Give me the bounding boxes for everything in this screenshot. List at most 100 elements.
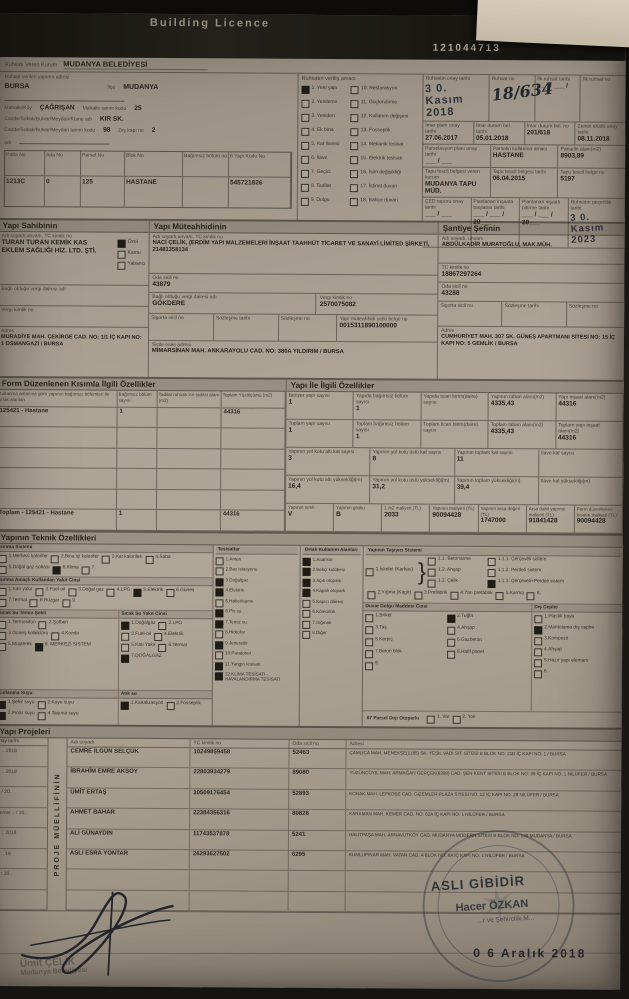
checkbox (0, 599, 7, 608)
author-chamber-no: 5241 (288, 830, 347, 851)
author-tc: 30509176454 (190, 788, 290, 809)
checkbox (350, 156, 359, 165)
checkbox-label: 9. Dolgu (310, 196, 330, 204)
parcelation-date-cell: Parselasyon planı onay tarihi ___ / ___ (423, 144, 491, 168)
hot-water-item: 3.Güneş kollektörü (0, 631, 48, 641)
door-no-label: Dış kapı no (118, 127, 144, 134)
building-field: Yapının toplam yüksekliği(m) 39,4 (454, 476, 539, 506)
checkbox (302, 609, 311, 618)
checkbox (214, 672, 223, 681)
checkbox (133, 588, 142, 597)
author-name: ÜMİT ERTAŞ (67, 788, 191, 809)
building-field: İlave kat yüksekliği(m) (538, 477, 624, 506)
author-tc: 10249859458 (190, 748, 290, 769)
wall-material-item: 1.Briket (365, 613, 444, 623)
checkbox-label: 4. Ek bina (311, 126, 334, 134)
purpose-item: 16. İsim değişikliği (350, 169, 416, 181)
checkbox (37, 712, 46, 721)
first-licence-no-cell: İlk ruhsat no (580, 75, 626, 123)
parcel-value: 0 (44, 176, 82, 207)
checkbox (487, 579, 496, 589)
hot-water-fuel-item: 3.Fuel-oil (121, 632, 151, 641)
checkbox (350, 114, 359, 123)
chief-address-cell: Adres CUMHURİYET MAH. 307 SK. GÜNEŞ APAR… (441, 327, 616, 347)
checkbox (52, 566, 61, 575)
building-cost-field: 1 m2 maliyeti (TL) 2033 (382, 504, 431, 533)
author-tc: 11743537878 (189, 829, 290, 850)
hot-water-item: 5.Müşterek (0, 642, 32, 652)
plan-approval-cell: İmar planı onay tarihi 27.06.2017 (423, 121, 475, 145)
handwritten-signature (21, 891, 174, 976)
deed-date-cell: Tapu tescil belgesi tarihi 06.04.2015 (490, 167, 559, 199)
checkbox (364, 662, 374, 671)
water-item: 1.Şehir suyu (0, 700, 34, 710)
district-label: İlçe (107, 84, 116, 91)
purpose-item: 10. Restorasyon (350, 85, 417, 97)
author-name: ASLI ESRA YONTAR (66, 849, 190, 870)
installation-item: 1.Anten (215, 556, 298, 566)
zoning-status-no-cell: İmar durum bel. no 201/618 (524, 122, 576, 146)
purpose-item: 14. Mekanik tesisat (350, 141, 417, 153)
hot-water-fuel-item: 6.Termal (158, 643, 187, 653)
chief-name: ABDÜLKADİR MURATOĞLU, MAK.MÜH. (441, 241, 552, 249)
checkbox (215, 640, 224, 649)
wall-material-item: 9. (364, 661, 444, 671)
owner-title: Yapı Sahibinin (0, 219, 149, 233)
form-part-block: Form Düzenlenen Kısımla İlgili Özellikle… (0, 377, 287, 532)
checkbox (0, 555, 7, 564)
parcel-value: HASTANE (124, 176, 184, 207)
checkbox (0, 643, 7, 652)
author-address-header: Adresi (349, 741, 364, 748)
checkbox (365, 638, 374, 647)
heating-column: Isınma Sistemi 1.Merkezi kalorifer 2.Bina… (0, 543, 214, 726)
checkbox (215, 556, 224, 565)
building-cost-field: Yapının grubu B (333, 504, 383, 533)
chief-chamber-cell: Oda sicil no 43288 (438, 282, 625, 303)
city: BURSA (4, 83, 30, 91)
hot-water-item: 2.Şofben (38, 620, 68, 630)
door-no: 2 (151, 126, 156, 134)
building-field: Toplam ticari birim(daire) sayısı (421, 420, 489, 449)
checkbox-label: 16. İsim değişikliği (360, 169, 402, 176)
checkbox (301, 99, 310, 108)
author-chamber-no: 52463 (289, 748, 347, 769)
parties-section: Yapı Sahibinin Adı soyadı,unvanı, TC kim… (0, 219, 625, 382)
purpose-item: 5. Kat ilavesi (301, 141, 347, 153)
street-code: 98 (103, 126, 111, 134)
building-field: Yapının yol kotu altı kat sayısı 3 (286, 447, 371, 477)
checkbox (0, 711, 6, 721)
chief-contract-date-cell: Sözleşme tarihi (502, 302, 567, 327)
checkbox (446, 638, 456, 647)
author-chamber-no: 89080 (289, 769, 347, 789)
soil-study-cell: Zemin etüdü onay tarihi 08.11.2018 (575, 122, 626, 146)
contractor-name: NACİ ÇELİK, (ERDİM YAPI MALZEMELERİ İNŞA… (152, 239, 430, 254)
blank-line (19, 136, 110, 145)
structure-system-item: 1.1.1. Çerçeveli sistem (487, 557, 564, 567)
checkbox (350, 142, 359, 151)
form-part-table: Kullanma amacına göre yapının bağımsız b… (0, 389, 286, 532)
checkbox-label: 6. İlave (311, 154, 328, 162)
hot-water-fuel-block: Sıcak Su Yakıt Cinsi 1.Doğalgaz 2.LPG 3.Fu… (119, 610, 213, 691)
issuer-label: Ruhsatı Veren Kurum (4, 62, 58, 69)
parking-option: 2. Yok (452, 715, 476, 724)
signature-zone: Ümit ÇELİK Mudanya Belediyesi ASLI GİBİD… (0, 818, 621, 990)
checkbox (487, 568, 496, 578)
checkbox (117, 261, 126, 270)
checkbox (117, 250, 126, 259)
technical-section: Yapının Teknik Özellikleri Isınma Sistem… (0, 531, 623, 730)
approval-date-row: Temel .. / 20.. (0, 807, 48, 829)
approval-date-row: .. .. 2018 (0, 745, 48, 767)
checkbox (145, 555, 154, 564)
offsite-parking-label: 87 Parsel Dışı Otoparkı (366, 715, 419, 722)
chief-insurance-cell: Sigorta sicil no (438, 301, 503, 327)
checkbox (215, 598, 224, 607)
checkbox (414, 591, 423, 600)
structure-other-item: 3.Prefabrik (414, 591, 447, 600)
contractor-tax-no-cell: Vergi kimlik no 2570075082 (319, 294, 356, 309)
parcel-area-cell: Parselin alanı(m2) 8903,89 (558, 145, 626, 169)
checkbox (495, 592, 504, 601)
checkbox-label: 15. Elektrik tesisatı (360, 155, 403, 162)
heating-item: 7. (81, 566, 96, 575)
hot-water-fuel-item: 5.Katı Yakıt (121, 643, 156, 652)
